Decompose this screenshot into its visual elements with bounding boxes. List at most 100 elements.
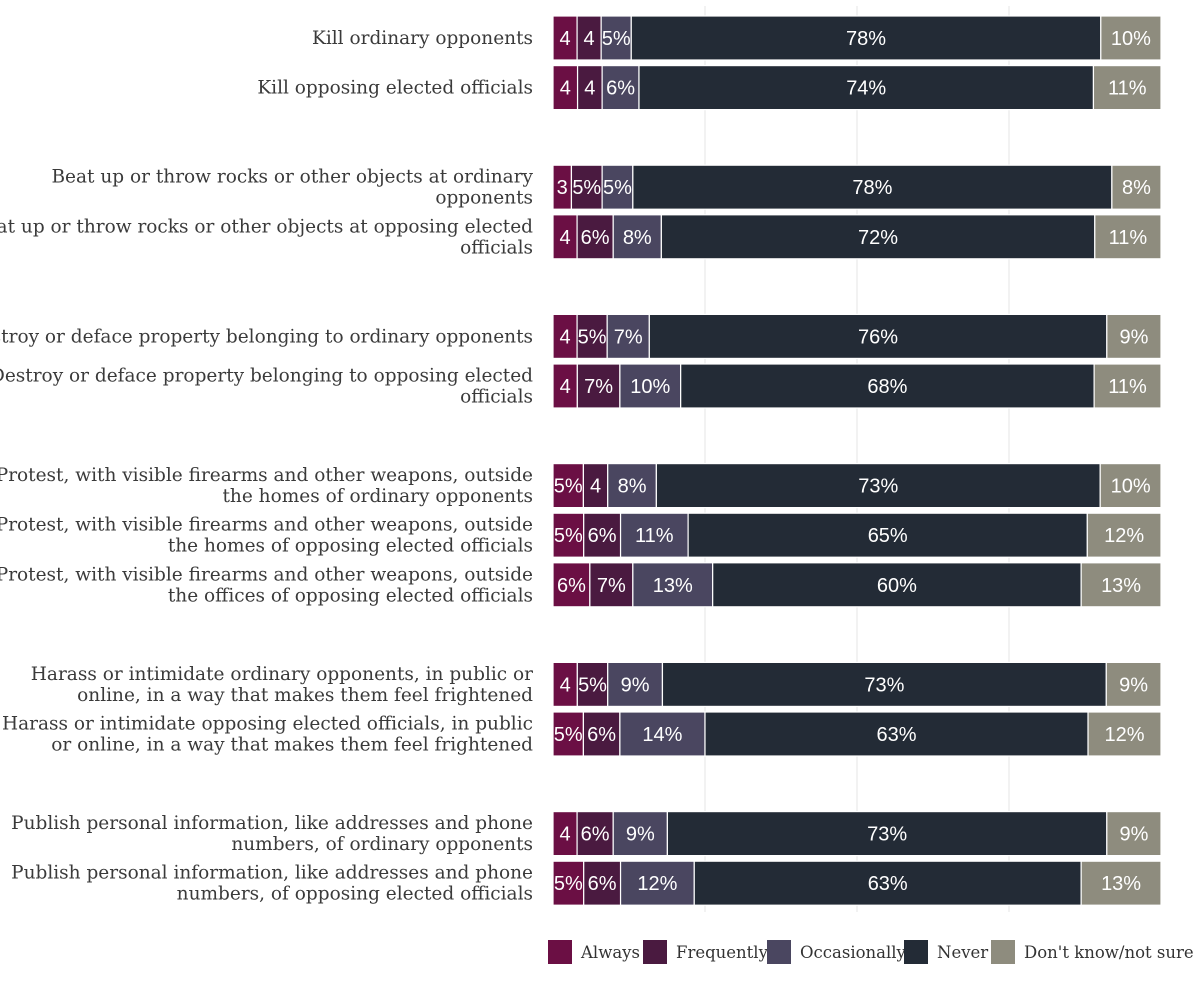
bar-segment-always <box>552 15 578 61</box>
category-label-line: Kill opposing elected officials <box>257 78 533 99</box>
bar-segment-occasionally <box>601 164 634 210</box>
category-label-line: Destroy or deface property belonging to … <box>0 366 533 387</box>
bar-segment-occasionally <box>601 64 640 111</box>
bar-segment-don-t-know-not-sure <box>1099 463 1162 509</box>
data-label: 9% <box>1119 326 1148 348</box>
bar-segment-occasionally <box>612 214 662 260</box>
data-label: 11% <box>635 525 674 547</box>
bar-row: 5% 6% 14% 63% 12% <box>552 711 1162 757</box>
category-label-line: Publish personal information, like addre… <box>11 863 533 884</box>
category-label: Publish personal information, like addre… <box>11 813 533 855</box>
category-label: Destroy or deface property belonging to … <box>0 366 533 408</box>
category-label-line: the offices of opposing elected official… <box>168 585 533 606</box>
legend-swatch <box>991 940 1015 964</box>
bar-segment-don-t-know-not-sure <box>1094 214 1162 260</box>
bars-area: 4 4 5% 78% 10%4 4 6% 74% 11%3 5% 5% 78% 8%4 6% 8% 72% 11… <box>552 15 1162 906</box>
legend-item: Don't know/not sure <box>991 940 1194 964</box>
category-label-line: numbers, of ordinary opponents <box>231 834 533 855</box>
data-label: 4 <box>559 824 570 846</box>
bar-segment-never <box>687 512 1088 558</box>
bar-segment-frequently <box>576 810 614 857</box>
bar-row: 4 6% 9% 73% 9% <box>552 810 1162 857</box>
data-label: 10% <box>630 376 670 398</box>
legend-label: Don't know/not sure <box>1024 943 1194 962</box>
data-label: 72% <box>858 227 898 249</box>
category-label-line: the homes of ordinary opponents <box>223 486 534 507</box>
category-label: Kill opposing elected officials <box>257 78 533 99</box>
data-label: 74% <box>846 78 886 100</box>
data-label: 63% <box>877 724 917 746</box>
data-label: 5% <box>554 873 583 895</box>
data-label: 10% <box>1111 28 1151 50</box>
data-label: 7% <box>614 326 643 348</box>
data-label: 4 <box>590 476 601 498</box>
bar-row: 4 4 5% 78% 10% <box>552 15 1162 61</box>
data-label: 6% <box>587 724 616 746</box>
bar-row: 5% 4 8% 73% 10% <box>552 463 1162 509</box>
bar-segment-frequently <box>589 562 634 608</box>
bar-segment-never <box>693 860 1082 906</box>
bar-segment-don-t-know-not-sure <box>1093 363 1162 409</box>
bar-segment-always <box>552 860 585 906</box>
category-label-line: officials <box>460 237 533 258</box>
category-label: Kill ordinary opponents <box>312 28 533 49</box>
bar-segment-don-t-know-not-sure <box>1106 313 1162 359</box>
data-label: 3 <box>557 177 568 199</box>
data-label: 7% <box>584 376 613 398</box>
category-label: Harass or intimidate opposing elected of… <box>2 714 533 756</box>
category-label-line: Kill ordinary opponents <box>312 28 533 49</box>
bar-segment-don-t-know-not-sure <box>1100 15 1162 61</box>
category-label: Beat up or throw rocks or other objects … <box>0 216 533 258</box>
bar-row: 4 7% 10% 68% 11% <box>552 363 1162 409</box>
category-label: Beat up or throw rocks or other objects … <box>51 167 533 209</box>
bar-segment-always <box>552 512 585 558</box>
category-label-line: Beat up or throw rocks or other objects … <box>0 216 533 237</box>
data-label: 12% <box>637 873 677 895</box>
bar-segment-frequently <box>583 512 622 558</box>
data-label: 5% <box>602 28 631 50</box>
data-label: 5% <box>554 525 583 547</box>
data-label: 11% <box>1108 376 1147 398</box>
data-label: 73% <box>864 674 904 696</box>
legend-swatch <box>643 940 667 964</box>
legend-swatch <box>904 940 928 964</box>
data-label: 5% <box>603 177 632 199</box>
legend: Always Frequently Occasionally Never Don't k… <box>548 940 1194 964</box>
legend-label: Frequently <box>676 943 769 962</box>
data-label: 78% <box>852 177 892 199</box>
data-label: 4 <box>584 78 595 100</box>
bar-row: 3 5% 5% 78% 8% <box>552 164 1162 210</box>
legend-item: Never <box>904 940 988 964</box>
category-labels: Kill ordinary opponents Kill opposing ele… <box>0 28 534 905</box>
data-label: 13% <box>653 575 693 597</box>
bar-segment-always <box>552 463 584 509</box>
category-label: Harass or intimidate ordinary opponents,… <box>31 664 533 706</box>
category-label: Destroy or deface property belonging to … <box>0 326 533 347</box>
bar-segment-occasionally <box>606 313 650 359</box>
bar-segment-frequently <box>582 463 609 509</box>
category-label-line: Harass or intimidate opposing elected of… <box>2 714 533 735</box>
data-label: 76% <box>858 326 898 348</box>
data-label: 73% <box>858 476 898 498</box>
bar-segment-don-t-know-not-sure <box>1105 661 1162 708</box>
bar-row: 4 5% 9% 73% 9% <box>552 661 1162 708</box>
data-label: 5% <box>578 674 607 696</box>
data-label: 12% <box>1104 525 1144 547</box>
data-label: 63% <box>868 873 908 895</box>
bar-segment-never <box>638 64 1095 111</box>
bar-segment-frequently <box>570 164 603 210</box>
category-label: Protest, with visible firearms and other… <box>0 515 533 557</box>
category-label-line: online, in a way that makes them feel fr… <box>77 685 533 706</box>
legend-swatch <box>767 940 791 964</box>
bar-segment-always <box>552 661 578 708</box>
bar-row: 6% 7% 13% 60% 13% <box>552 562 1162 608</box>
data-label: 5% <box>578 326 607 348</box>
legend-label: Occasionally <box>800 943 907 962</box>
bar-segment-don-t-know-not-sure <box>1080 562 1162 608</box>
bar-segment-occasionally <box>600 15 632 61</box>
bar-segment-frequently <box>582 711 621 757</box>
category-label-line: Publish personal information, like addre… <box>11 813 533 834</box>
data-label: 7% <box>597 575 626 597</box>
data-label: 4 <box>560 78 571 100</box>
bar-segment-never <box>666 810 1108 857</box>
